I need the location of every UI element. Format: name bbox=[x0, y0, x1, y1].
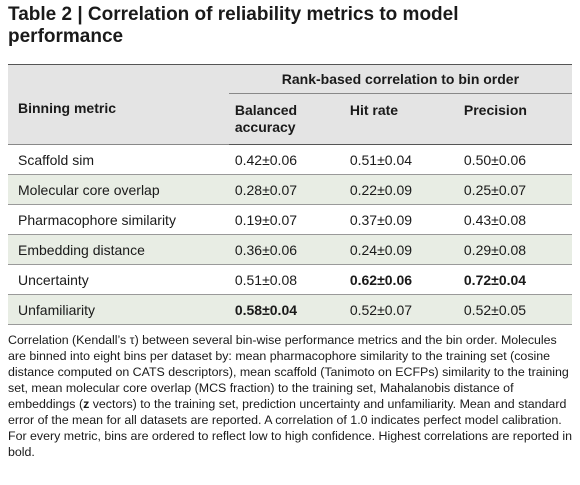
table-header: Binning metric Rank-based correlation to… bbox=[8, 64, 572, 145]
cell: 0.50±0.06 bbox=[457, 144, 572, 175]
cell: 0.51±0.04 bbox=[343, 144, 458, 175]
cell: 0.19±0.07 bbox=[228, 204, 344, 235]
cell: 0.52±0.07 bbox=[343, 294, 458, 325]
column-header: Balanced accuracy bbox=[234, 102, 298, 135]
row-header: Binning metric bbox=[8, 64, 229, 145]
cell: 0.43±0.08 bbox=[457, 204, 572, 235]
row-label: Pharmacophore similarity bbox=[8, 204, 229, 235]
cell: 0.22±0.09 bbox=[343, 174, 458, 205]
row-label: Uncertainty bbox=[8, 264, 229, 295]
cell: 0.37±0.09 bbox=[343, 204, 458, 235]
table-title: Table 2 | Correlation of reliability met… bbox=[8, 4, 459, 47]
group-header: Rank-based correlation to bin order bbox=[228, 64, 572, 94]
cell: 0.36±0.06 bbox=[228, 234, 344, 265]
table-row: Embedding distance 0.36±0.06 0.24±0.09 0.29… bbox=[8, 234, 572, 265]
table-row: Pharmacophore similarity 0.19±0.07 0.37±0.… bbox=[8, 204, 572, 235]
table-row: Scaffold sim 0.42±0.06 0.51±0.04 0.50±0.06 bbox=[8, 144, 572, 175]
caption-text: z bbox=[83, 397, 90, 411]
table-row: Unfamiliarity 0.58±0.04 0.52±0.07 0.52±0.05 bbox=[8, 294, 572, 325]
cell: 0.24±0.09 bbox=[343, 234, 458, 265]
caption: Correlation (Kendall’s τ) between severa… bbox=[8, 332, 574, 460]
column-header: Hit rate bbox=[349, 102, 399, 118]
table-row: Uncertainty 0.51±0.08 0.62±0.06 0.72±0.04 bbox=[8, 264, 572, 295]
cell: 0.42±0.06 bbox=[228, 144, 344, 175]
table-row: Molecular core overlap 0.28±0.07 0.22±0.09… bbox=[8, 174, 572, 205]
cell: 0.29±0.08 bbox=[457, 234, 572, 265]
cell: 0.72±0.04 bbox=[457, 264, 572, 295]
row-label: Embedding distance bbox=[8, 234, 229, 265]
row-label: Molecular core overlap bbox=[8, 174, 229, 205]
row-label: Unfamiliarity bbox=[8, 294, 229, 325]
cell: 0.52±0.05 bbox=[457, 294, 572, 325]
cell: 0.28±0.07 bbox=[228, 174, 344, 205]
column-header: Precision bbox=[463, 102, 527, 118]
cell: 0.51±0.08 bbox=[228, 264, 344, 295]
caption-text: vectors) to the training set, prediction… bbox=[8, 397, 573, 459]
cell: 0.25±0.07 bbox=[457, 174, 572, 205]
cell: 0.58±0.04 bbox=[228, 294, 344, 325]
table: Binning metric Rank-based correlation to… bbox=[8, 64, 572, 325]
cell: 0.62±0.06 bbox=[343, 264, 458, 295]
caption-text: Correlation (Kendall’s τ) between severa… bbox=[8, 333, 569, 411]
row-label: Scaffold sim bbox=[8, 144, 229, 175]
